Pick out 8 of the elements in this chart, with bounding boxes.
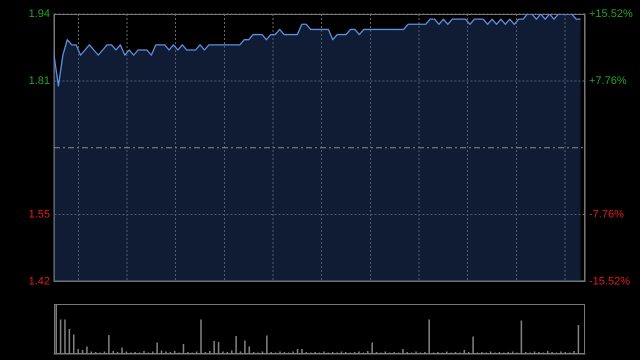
- y-tick-label: 1.55: [28, 208, 50, 221]
- y2-tick-label: +15.52%: [589, 8, 633, 20]
- y-tick-label: 1.42: [28, 275, 50, 288]
- y2-tick-label: -15.52%: [589, 275, 630, 288]
- y2-tick-label: -7.76%: [589, 208, 624, 221]
- y-tick-label: 1.81: [28, 74, 50, 87]
- y2-tick-label: +7.76%: [589, 74, 627, 87]
- y-tick-label: 1.94: [28, 8, 50, 20]
